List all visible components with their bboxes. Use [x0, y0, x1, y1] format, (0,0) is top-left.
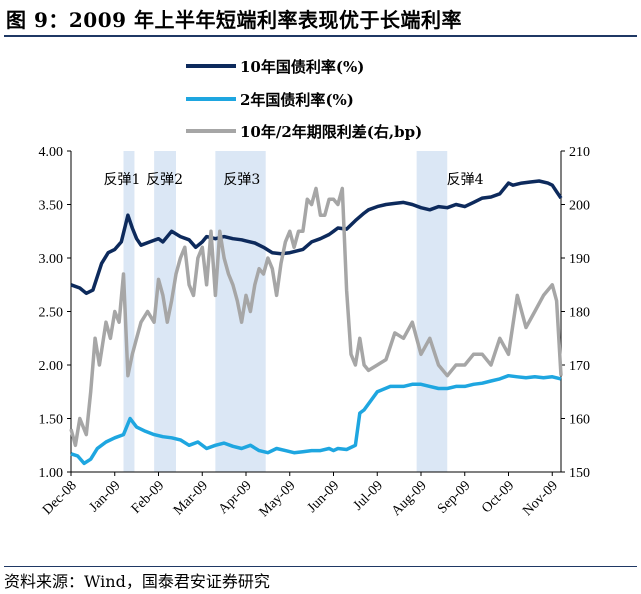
source-note: 资料来源：Wind，国泰君安证券研究: [4, 572, 270, 591]
legend-label: 10年国债利率(%): [240, 58, 364, 76]
shaded-periods: 反弹1 反弹2 反弹3 反弹4: [104, 151, 484, 472]
x-tick-label: Jul-09: [351, 478, 386, 513]
x-tick-label: Feb-09: [129, 478, 168, 517]
shaded-period-4: [416, 151, 448, 472]
left-tick-label: 1.00: [39, 466, 64, 481]
left-tick-label: 1.50: [39, 413, 64, 428]
right-tick-label: 150: [569, 466, 590, 481]
series-line-2: [70, 373, 562, 466]
legend-label: 2年国债利率(%): [240, 91, 354, 109]
shaded-period-label: 反弹2: [146, 172, 183, 188]
left-tick-label: 3.00: [39, 252, 64, 267]
right-tick-label: 200: [569, 199, 590, 214]
x-tick-label: Dec-08: [40, 478, 80, 518]
series-lines: [69, 179, 563, 466]
title-divider: [4, 35, 637, 37]
x-tick-label: Oct-09: [479, 478, 517, 516]
shaded-period-label: 反弹4: [447, 172, 484, 188]
x-tick-label: Sep-09: [435, 478, 474, 517]
x-tick-label: Jun-09: [305, 478, 343, 516]
left-tick-label: 2.00: [39, 359, 64, 374]
x-tick-label: May-09: [257, 478, 299, 520]
right-tick-label: 160: [569, 413, 590, 428]
right-tick-label: 190: [569, 252, 590, 267]
x-tick-label: Jan-09: [87, 478, 124, 515]
legend: 10年国债利率(%) 2年国债利率(%) 10年/2年期限利差(右,bp): [186, 58, 422, 141]
left-tick-label: 3.50: [39, 199, 64, 214]
source-divider: [4, 566, 637, 567]
x-tick-label: Mar-09: [171, 478, 211, 518]
series-line-3: [69, 186, 563, 448]
series-line-1: [70, 179, 563, 296]
right-tick-label: 210: [569, 145, 590, 160]
dual-axis-line-chart: 反弹1 反弹2 反弹3 反弹4 1.00 1.50 2.00 2.50 3.00 3.50 4.0…: [39, 58, 591, 520]
x-tick-label: Apr-09: [216, 478, 255, 517]
left-tick-label: 2.50: [39, 306, 64, 321]
page-title: 图 9：2009 年上半年短端利率表现优于长端利率: [6, 8, 463, 32]
shaded-period-1: [123, 151, 135, 472]
shaded-period-label: 反弹3: [223, 172, 260, 188]
legend-label: 10年/2年期限利差(右,bp): [240, 123, 422, 141]
x-tick-label: Aug-09: [389, 478, 430, 519]
x-tick-label: Nov-09: [520, 478, 561, 519]
right-tick-label: 170: [569, 359, 590, 374]
shaded-period-label: 反弹1: [104, 172, 141, 188]
left-tick-label: 4.00: [39, 145, 64, 160]
right-tick-label: 180: [569, 306, 590, 321]
